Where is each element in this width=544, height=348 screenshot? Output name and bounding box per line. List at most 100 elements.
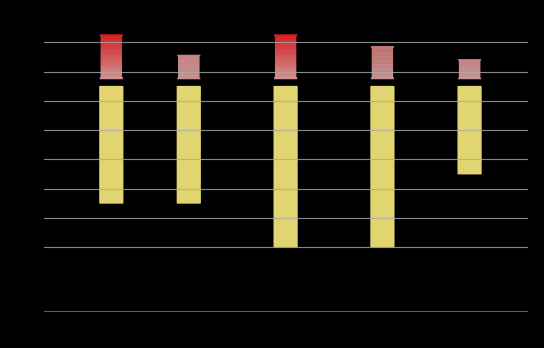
FancyBboxPatch shape [178,63,200,64]
FancyBboxPatch shape [372,66,393,68]
FancyBboxPatch shape [372,48,393,49]
FancyBboxPatch shape [101,38,122,40]
FancyBboxPatch shape [101,57,122,59]
FancyBboxPatch shape [101,35,122,37]
FancyBboxPatch shape [99,86,123,204]
FancyBboxPatch shape [459,70,480,71]
FancyBboxPatch shape [459,65,480,66]
FancyBboxPatch shape [178,64,200,65]
FancyBboxPatch shape [178,76,200,77]
FancyBboxPatch shape [459,66,480,68]
FancyBboxPatch shape [372,54,393,56]
FancyBboxPatch shape [275,66,296,68]
FancyBboxPatch shape [459,69,480,70]
FancyBboxPatch shape [459,71,480,72]
FancyBboxPatch shape [178,69,200,70]
FancyBboxPatch shape [101,39,122,41]
FancyBboxPatch shape [372,51,393,53]
FancyBboxPatch shape [275,40,296,42]
FancyBboxPatch shape [178,57,200,58]
FancyBboxPatch shape [101,75,122,77]
FancyBboxPatch shape [275,37,296,38]
FancyBboxPatch shape [101,59,122,60]
FancyBboxPatch shape [275,54,296,56]
FancyBboxPatch shape [275,56,296,58]
FancyBboxPatch shape [459,61,480,62]
FancyBboxPatch shape [101,47,122,48]
FancyBboxPatch shape [178,73,200,74]
FancyBboxPatch shape [459,77,480,78]
FancyBboxPatch shape [459,71,480,72]
FancyBboxPatch shape [372,47,393,48]
FancyBboxPatch shape [372,49,393,51]
FancyBboxPatch shape [275,71,296,72]
FancyBboxPatch shape [178,71,200,73]
FancyBboxPatch shape [101,40,122,42]
FancyBboxPatch shape [275,44,296,45]
FancyBboxPatch shape [275,35,296,37]
FancyBboxPatch shape [372,65,393,66]
FancyBboxPatch shape [178,56,200,57]
FancyBboxPatch shape [178,56,200,57]
FancyBboxPatch shape [275,38,296,40]
FancyBboxPatch shape [275,57,296,59]
FancyBboxPatch shape [459,60,480,61]
FancyBboxPatch shape [101,55,122,57]
FancyBboxPatch shape [101,53,122,55]
FancyBboxPatch shape [459,74,480,75]
FancyBboxPatch shape [459,64,480,65]
FancyBboxPatch shape [178,61,200,62]
FancyBboxPatch shape [178,70,200,71]
FancyBboxPatch shape [101,60,122,62]
FancyBboxPatch shape [178,75,200,76]
FancyBboxPatch shape [372,70,393,72]
FancyBboxPatch shape [459,73,480,74]
FancyBboxPatch shape [372,55,393,56]
FancyBboxPatch shape [459,78,480,79]
FancyBboxPatch shape [275,60,296,62]
FancyBboxPatch shape [101,71,122,72]
FancyBboxPatch shape [178,63,200,64]
FancyBboxPatch shape [459,63,480,64]
FancyBboxPatch shape [372,67,393,69]
FancyBboxPatch shape [458,78,481,79]
FancyBboxPatch shape [372,70,393,71]
FancyBboxPatch shape [275,61,296,63]
FancyBboxPatch shape [275,68,296,69]
FancyBboxPatch shape [101,65,122,67]
FancyBboxPatch shape [275,45,296,46]
FancyBboxPatch shape [178,60,200,62]
FancyBboxPatch shape [101,54,122,56]
FancyBboxPatch shape [372,77,393,78]
FancyBboxPatch shape [275,74,296,76]
FancyBboxPatch shape [178,74,200,76]
FancyBboxPatch shape [101,72,122,73]
FancyBboxPatch shape [372,50,393,52]
FancyBboxPatch shape [371,77,394,79]
FancyBboxPatch shape [178,73,200,74]
FancyBboxPatch shape [101,64,122,66]
FancyBboxPatch shape [459,76,480,77]
FancyBboxPatch shape [275,70,296,71]
FancyBboxPatch shape [372,65,393,67]
FancyBboxPatch shape [101,61,122,63]
FancyBboxPatch shape [372,53,393,54]
FancyBboxPatch shape [372,75,393,77]
FancyBboxPatch shape [372,58,393,60]
FancyBboxPatch shape [275,47,296,48]
FancyBboxPatch shape [101,66,122,68]
FancyBboxPatch shape [372,73,393,75]
FancyBboxPatch shape [372,52,393,53]
FancyBboxPatch shape [101,56,122,58]
FancyBboxPatch shape [372,64,393,65]
FancyBboxPatch shape [459,72,480,73]
FancyBboxPatch shape [275,62,296,64]
FancyBboxPatch shape [275,69,296,70]
FancyBboxPatch shape [372,73,393,74]
FancyBboxPatch shape [459,74,480,76]
FancyBboxPatch shape [372,71,393,73]
FancyBboxPatch shape [101,44,122,45]
FancyBboxPatch shape [458,86,481,174]
FancyBboxPatch shape [100,77,123,79]
FancyBboxPatch shape [459,61,480,62]
